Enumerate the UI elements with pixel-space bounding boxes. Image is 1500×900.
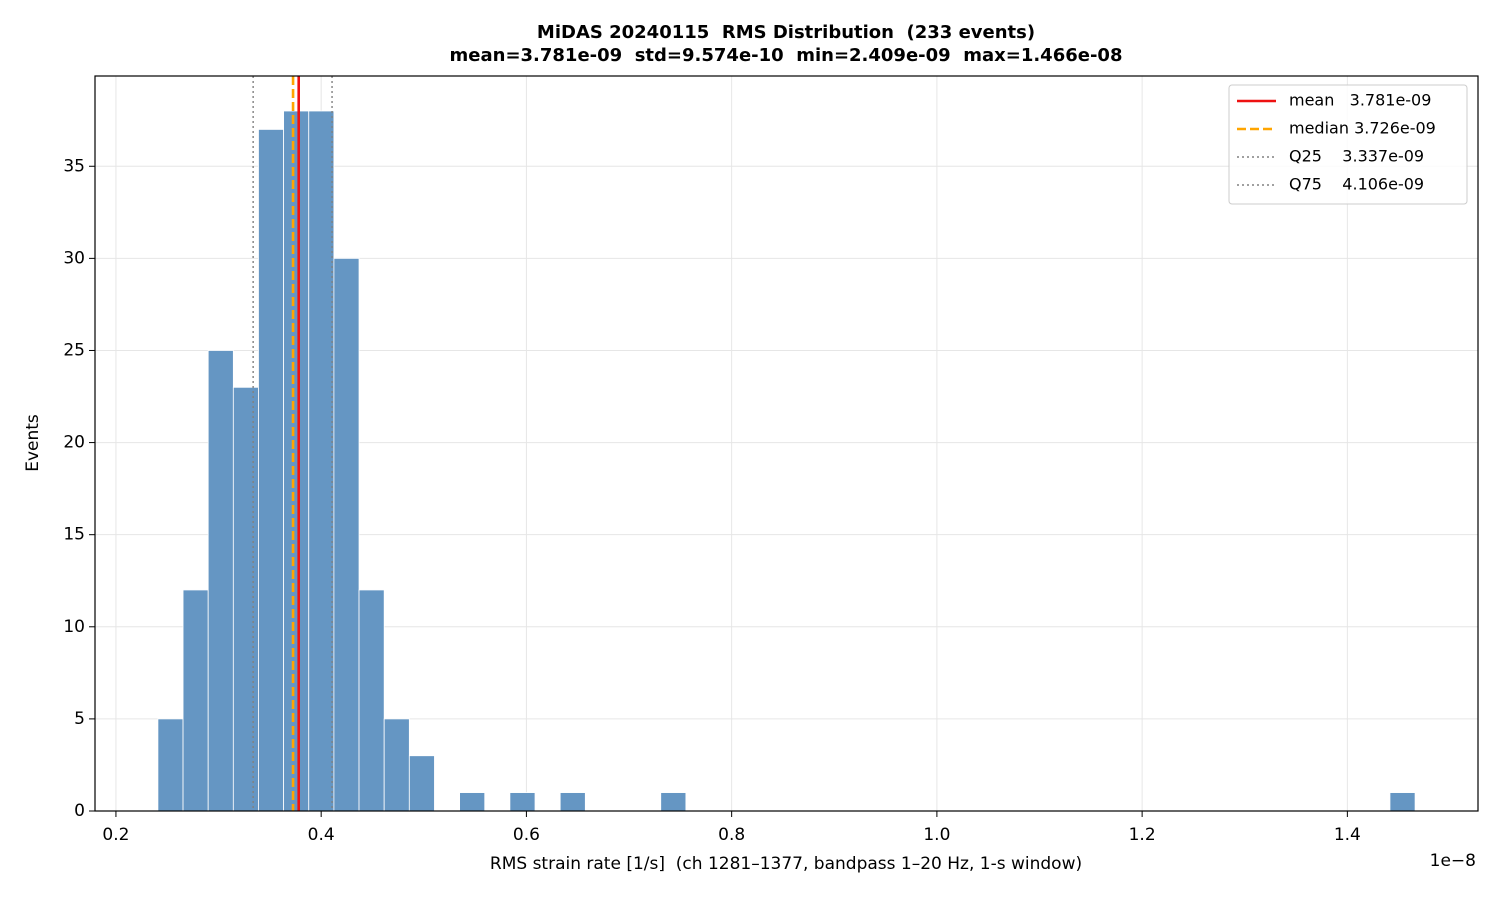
y-tick-label: 25 <box>63 340 85 360</box>
y-tick-label: 10 <box>63 617 85 637</box>
bar <box>258 129 285 812</box>
bar <box>1389 792 1416 812</box>
y-tick-label: 20 <box>63 433 85 453</box>
bar <box>182 589 209 812</box>
legend-label: median 3.726e-09 <box>1289 119 1436 138</box>
x-tick-label: 1.0 <box>923 825 950 845</box>
y-tick-label: 35 <box>63 156 85 176</box>
plot-frame <box>94 75 1479 812</box>
bar <box>408 755 435 812</box>
y-tick-label: 15 <box>63 525 85 545</box>
legend-label: mean 3.781e-09 <box>1289 91 1431 110</box>
bar <box>232 386 259 812</box>
x-tick-label: 0.2 <box>102 825 129 845</box>
x-tick-label: 0.6 <box>513 825 540 845</box>
x-tick-label: 1.4 <box>1334 825 1361 845</box>
chart-subtitle: mean=3.781e-09 std=9.574e-10 min=2.409e-… <box>450 45 1123 66</box>
legend-box <box>1228 84 1468 205</box>
y-tick-label: 30 <box>63 248 85 268</box>
bar <box>459 792 486 812</box>
x-tick-label: 0.4 <box>308 825 335 845</box>
bar <box>660 792 687 812</box>
chart-title: MiDAS 20240115 RMS Distribution (233 eve… <box>537 22 1035 43</box>
bar <box>383 718 410 812</box>
bar <box>509 792 536 812</box>
bar <box>308 110 335 812</box>
bar <box>559 792 586 812</box>
x-tick-label: 0.8 <box>718 825 745 845</box>
bar <box>207 350 234 812</box>
bar <box>283 110 310 812</box>
bar <box>358 589 385 812</box>
bar <box>157 718 184 812</box>
x-offset-label: 1e−8 <box>1430 851 1476 871</box>
y-tick-label: 5 <box>74 709 85 729</box>
x-axis-label: RMS strain rate [1/s] (ch 1281–1377, ban… <box>490 854 1082 874</box>
legend-label: Q75 4.106e-09 <box>1289 175 1424 194</box>
y-axis-label: Events <box>23 414 43 472</box>
legend: mean 3.781e-09 median 3.726e-09 Q25 3.337e… <box>1228 84 1468 205</box>
legend-label: Q25 3.337e-09 <box>1289 147 1424 166</box>
x-tick-label: 1.2 <box>1129 825 1156 845</box>
y-tick-label: 0 <box>74 801 85 821</box>
bar <box>333 257 360 812</box>
